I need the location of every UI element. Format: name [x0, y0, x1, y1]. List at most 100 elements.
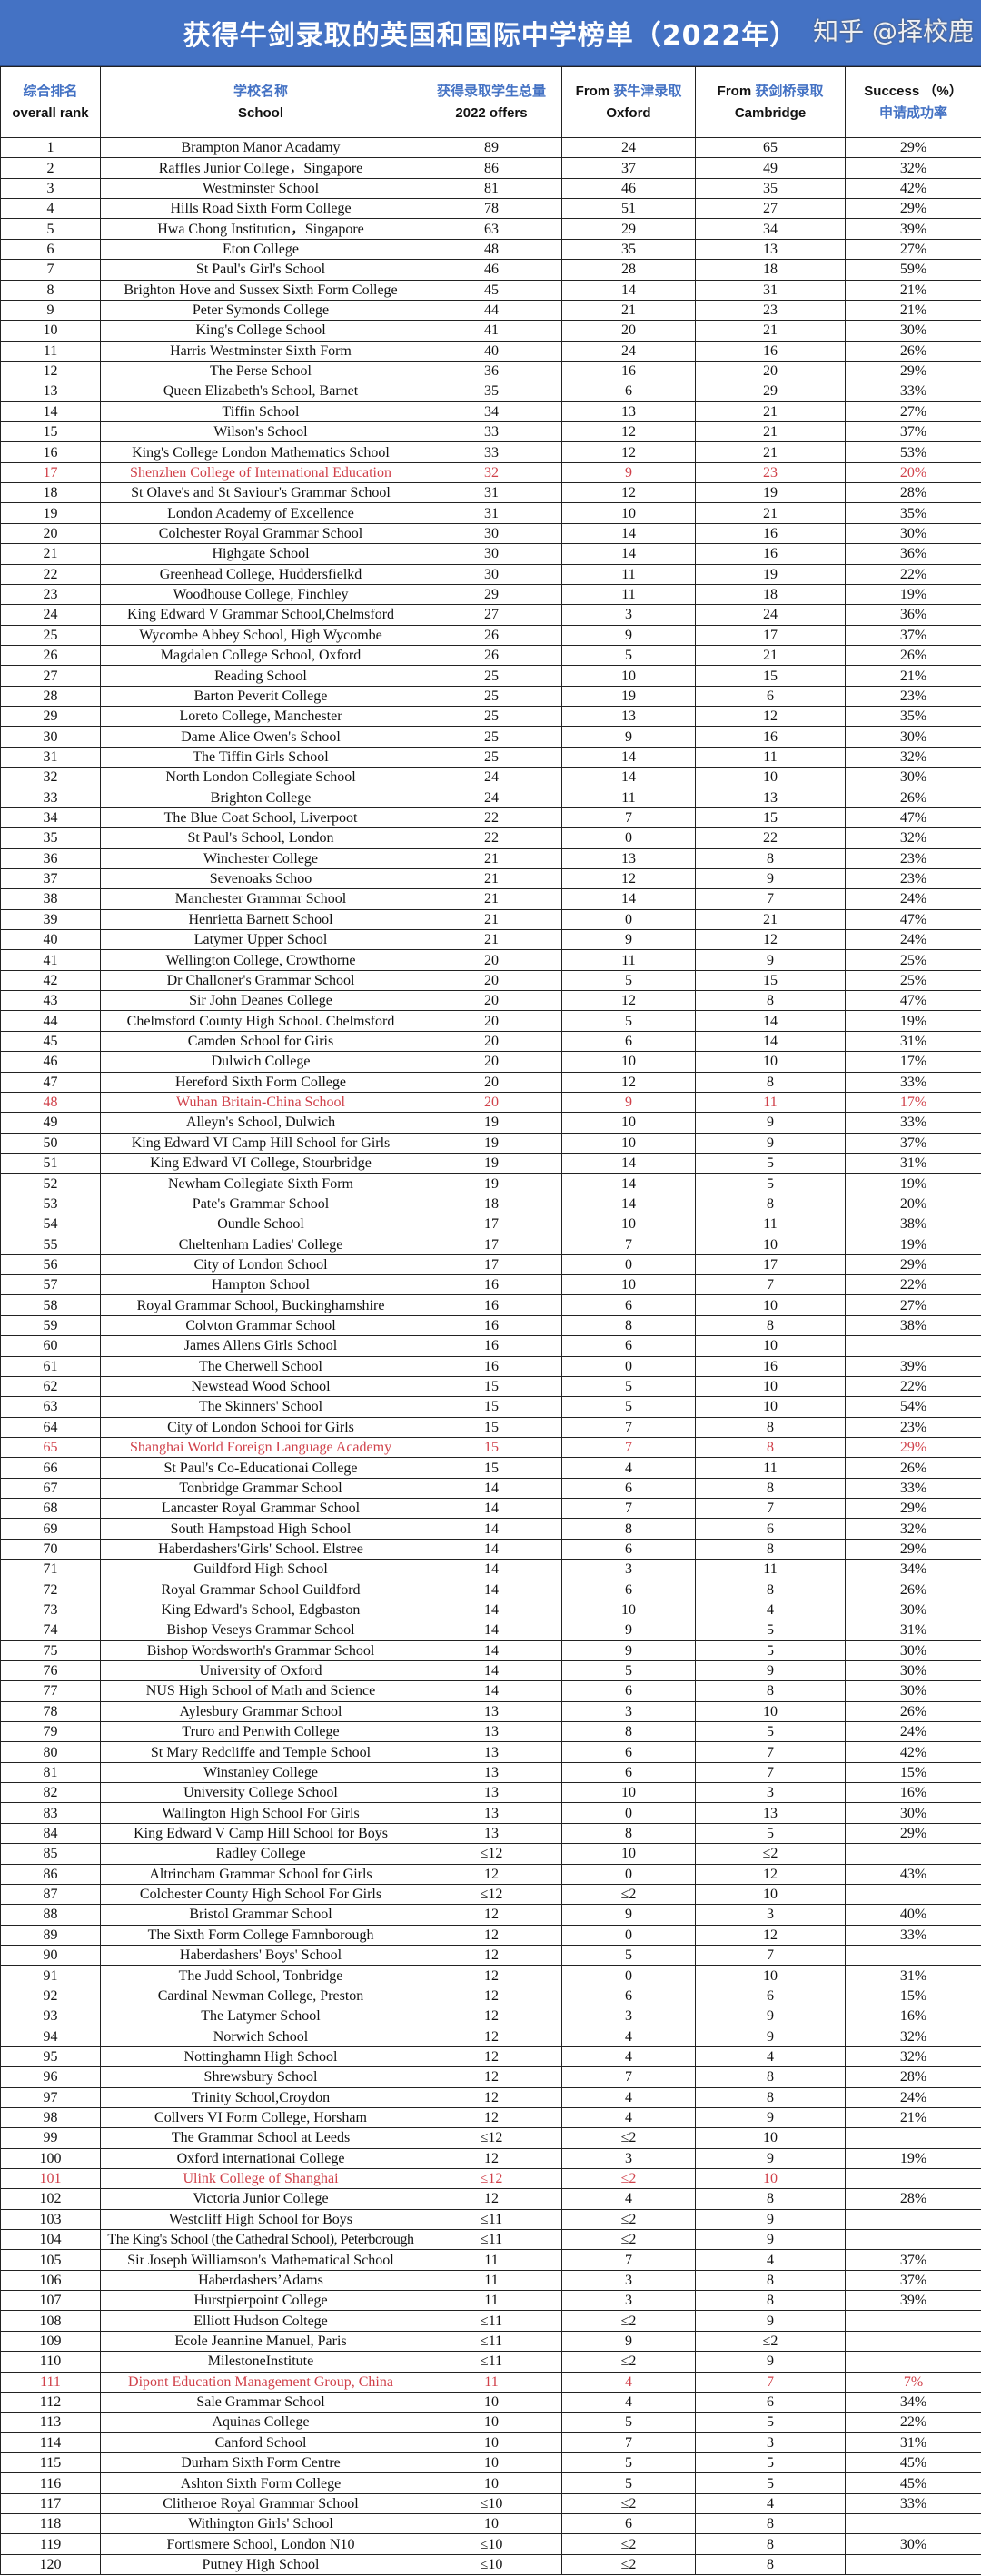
cell-school: Elliott Hudson Coltege — [100, 2310, 421, 2332]
cell-rank: 88 — [0, 1904, 101, 1926]
cell-rank: 60 — [0, 1335, 101, 1357]
cell-oxford: 14 — [561, 1193, 696, 1215]
cell-oxford: ≤2 — [561, 2310, 696, 2332]
cell-oxford: 6 — [561, 381, 696, 402]
cell-rank: 41 — [0, 949, 101, 971]
cell-oxford: 9 — [561, 461, 696, 484]
cell-oxford: 7 — [561, 807, 696, 829]
cell-rank: 34 — [0, 807, 101, 829]
cell-oxford: 6 — [561, 1030, 696, 1053]
cell-oxford: 3 — [561, 2006, 696, 2027]
cell-offers: 13 — [421, 1782, 562, 1804]
cell-offers: 17 — [421, 1214, 562, 1235]
cell-success: 30% — [845, 726, 981, 748]
cell-oxford: 10 — [561, 1051, 696, 1073]
cell-cambridge: 15 — [695, 969, 846, 992]
cell-success: 24% — [845, 929, 981, 951]
cell-school: Westcliff High School for Boys — [100, 2208, 421, 2231]
cell-oxford: 0 — [561, 1863, 696, 1885]
cell-oxford: 12 — [561, 1071, 696, 1093]
cell-offers: 30 — [421, 543, 562, 565]
table-row: 90 Haberdashers' Boys' School 12 5 7 — [0, 1944, 981, 1967]
table-row: 102 Victoria Junior College 12 4 8 28% — [0, 2188, 981, 2210]
cell-offers: 32 — [421, 461, 562, 484]
table-row: 88 Bristol Grammar School 12 9 3 40% — [0, 1904, 981, 1926]
cell-cambridge: 7 — [695, 1274, 846, 1296]
cell-success: 17% — [845, 1091, 981, 1114]
cell-rank: 5 — [0, 218, 101, 240]
cell-success: 28% — [845, 2188, 981, 2210]
cell-success: 32% — [845, 1518, 981, 1540]
cell-rank: 68 — [0, 1498, 101, 1520]
cell-rank: 84 — [0, 1822, 101, 1845]
cell-offers: 19 — [421, 1132, 562, 1154]
cell-school: Fortismere School, London N10 — [100, 2533, 421, 2555]
table-row: 6 Eton College 48 35 13 27% — [0, 238, 981, 261]
cell-success: 30% — [845, 1660, 981, 1682]
cell-success: 32% — [845, 827, 981, 849]
cell-cambridge: 34 — [695, 218, 846, 240]
cell-oxford: 4 — [561, 2371, 696, 2393]
table-row: 80 St Mary Redcliffe and Temple School 13 6… — [0, 1741, 981, 1763]
cell-oxford: 10 — [561, 1112, 696, 1134]
cell-school: Bishop Veseys Grammar School — [100, 1620, 421, 1641]
cell-rank: 96 — [0, 2066, 101, 2088]
cell-school: King Edward VI Camp Hill School for Girl… — [100, 1132, 421, 1154]
cell-success — [845, 2330, 981, 2353]
cell-rank: 76 — [0, 1660, 101, 1682]
cell-success: 22% — [845, 1274, 981, 1296]
cell-rank: 53 — [0, 1193, 101, 1215]
cell-offers: 46 — [421, 259, 562, 281]
cell-rank: 98 — [0, 2106, 101, 2129]
cell-offers: 12 — [421, 1965, 562, 1986]
cell-oxford: 6 — [561, 1335, 696, 1357]
cell-oxford: 10 — [561, 1132, 696, 1154]
header-cn: 综合排名 — [23, 83, 78, 99]
cell-rank: 100 — [0, 2147, 101, 2169]
cell-oxford: 14 — [561, 888, 696, 910]
cell-oxford: 8 — [561, 1822, 696, 1845]
cell-cambridge: 5 — [695, 1620, 846, 1641]
cell-oxford: 4 — [561, 2391, 696, 2413]
cell-oxford: 11 — [561, 787, 696, 808]
cell-success — [845, 1335, 981, 1357]
cell-cambridge: 3 — [695, 1782, 846, 1804]
cell-rank: 113 — [0, 2412, 101, 2433]
cell-school: Aquinas College — [100, 2412, 421, 2433]
cell-success: 30% — [845, 1802, 981, 1824]
cell-success: 26% — [845, 644, 981, 667]
cell-success — [845, 2553, 981, 2576]
table-row: 118 Withington Girls' School 10 6 8 — [0, 2513, 981, 2535]
cell-success: 33% — [845, 1112, 981, 1134]
cell-oxford: 3 — [561, 1559, 696, 1580]
table-row: 84 King Edward V Camp Hill School for Boy… — [0, 1822, 981, 1845]
cell-oxford: 7 — [561, 1416, 696, 1439]
table-row: 69 South Hampstoad High School 14 8 6 32% — [0, 1518, 981, 1540]
cell-offers: 40 — [421, 340, 562, 362]
cell-oxford: 10 — [561, 1214, 696, 1235]
cell-oxford: 6 — [561, 1477, 696, 1500]
cell-cambridge: 9 — [695, 1132, 846, 1154]
cell-oxford: 5 — [561, 2452, 696, 2474]
cell-offers: 29 — [421, 583, 562, 606]
cell-success: 29% — [845, 1436, 981, 1459]
cell-oxford: 9 — [561, 1640, 696, 1661]
cell-offers: 20 — [421, 969, 562, 992]
cell-offers: 21 — [421, 929, 562, 951]
table-row: 41 Wellington College, Crowthorne 20 11 9 25% — [0, 949, 981, 971]
cell-rank: 2 — [0, 157, 101, 179]
cell-cambridge: 17 — [695, 1253, 846, 1276]
cell-offers: 16 — [421, 1355, 562, 1377]
cell-cambridge: 16 — [695, 1355, 846, 1377]
cell-success: 37% — [845, 1132, 981, 1154]
cell-cambridge: 10 — [695, 1396, 846, 1418]
cell-offers: 20 — [421, 1010, 562, 1032]
cell-offers: 12 — [421, 2188, 562, 2210]
cell-cambridge: 11 — [695, 746, 846, 768]
cell-oxford: 14 — [561, 746, 696, 768]
cell-success — [845, 2208, 981, 2231]
cell-oxford: 9 — [561, 1904, 696, 1926]
cell-school: London Academy of Excellence — [100, 502, 421, 524]
cell-cambridge: 6 — [695, 1518, 846, 1540]
table-row: 29 Loreto College, Manchester 25 13 12 35% — [0, 706, 981, 728]
